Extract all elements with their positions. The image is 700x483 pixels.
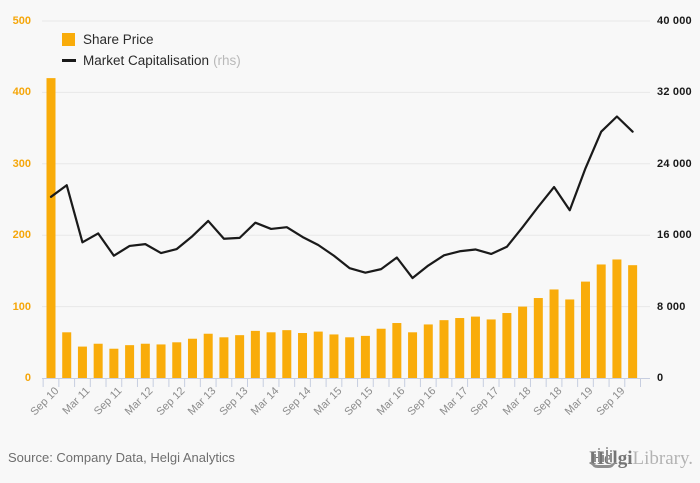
share-price-bar: [250, 330, 260, 378]
ship-chart-icon: [589, 447, 617, 468]
source-note: Source: Company Data, Helgi Analytics: [8, 450, 235, 465]
bar-swatch-icon: [62, 33, 75, 46]
legend-label-share-price: Share Price: [83, 32, 154, 47]
share-price-bar: [282, 330, 292, 378]
legend-label-market-cap: Market Capitalisation (rhs): [83, 53, 241, 68]
share-price-bar: [596, 264, 606, 378]
right-axis-tick-label: 8 000: [657, 300, 686, 313]
share-price-bar: [612, 259, 622, 378]
share-price-bar: [62, 332, 72, 378]
left-axis-tick-label: 100: [12, 300, 31, 313]
share-price-bar: [125, 345, 135, 378]
line-swatch-icon: [62, 59, 76, 62]
right-axis-tick-label: 24 000: [657, 157, 692, 170]
share-price-bar: [392, 323, 402, 378]
share-price-bar: [46, 78, 56, 379]
share-price-bar: [109, 348, 119, 378]
share-price-bar: [140, 343, 150, 378]
share-price-bar: [93, 343, 103, 378]
left-axis-tick-label: 0: [24, 372, 31, 384]
share-price-bar: [565, 299, 575, 378]
share-price-bar: [298, 333, 308, 378]
share-price-bar: [345, 337, 355, 378]
share-price-bar: [360, 335, 370, 378]
left-axis-tick-label: 400: [12, 86, 31, 99]
helgi-library-logo[interactable]: HelgiLibrary.: [589, 446, 693, 472]
share-price-bar: [329, 334, 339, 378]
legend: Share Price Market Capitalisation (rhs): [62, 29, 241, 71]
right-axis-tick-label: 40 000: [657, 15, 692, 27]
share-price-bar: [219, 337, 229, 378]
share-price-bar: [455, 318, 465, 378]
share-price-bar: [187, 338, 197, 378]
share-price-bar: [549, 289, 559, 378]
right-axis-tick-label: 0: [657, 372, 664, 384]
share-price-bar: [156, 344, 166, 378]
right-axis-tick-label: 16 000: [657, 229, 692, 242]
legend-item-share-price: Share Price: [62, 29, 241, 50]
right-axis-tick-label: 32 000: [657, 86, 692, 99]
share-price-bar: [235, 335, 245, 378]
share-price-bar: [172, 342, 182, 378]
share-price-bar: [502, 313, 512, 378]
market-cap-line: [49, 115, 634, 280]
legend-rhs-note: (rhs): [213, 53, 241, 68]
share-price-bar: [628, 265, 638, 378]
share-price-bar: [580, 281, 590, 378]
share-price-bar: [518, 306, 528, 378]
share-price-bar: [376, 328, 386, 378]
share-price-bar: [203, 333, 213, 378]
share-price-bar: [470, 316, 480, 378]
share-price-bar: [77, 346, 87, 378]
share-price-bar: [266, 332, 276, 378]
share-price-bar: [439, 320, 449, 378]
left-axis-tick-label: 500: [12, 15, 31, 27]
share-price-bar: [423, 324, 433, 378]
share-price-bar: [486, 319, 496, 378]
share-price-bar: [408, 332, 418, 378]
legend-item-market-cap: Market Capitalisation (rhs): [62, 50, 241, 71]
left-axis-tick-label: 200: [12, 229, 31, 242]
share-price-bar: [533, 298, 543, 378]
share-price-bar: [313, 331, 323, 378]
left-axis-tick-label: 300: [12, 157, 31, 170]
